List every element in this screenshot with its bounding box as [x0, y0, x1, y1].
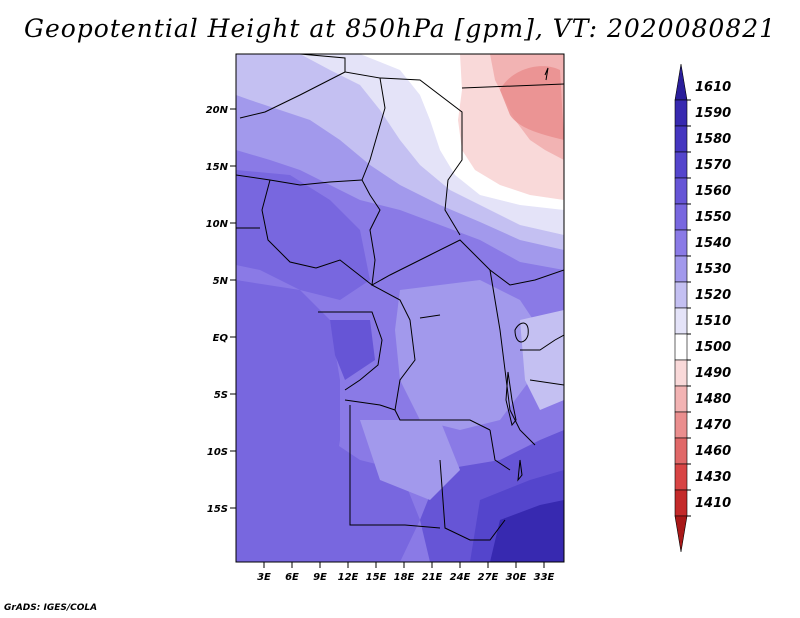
colorbar-label: 1460 — [695, 444, 731, 459]
lat-label: 10S — [207, 447, 228, 458]
lon-label: 33E — [534, 572, 555, 583]
colorbar-swatch — [674, 281, 688, 309]
lakes — [419, 67, 549, 482]
lat-axis — [230, 108, 236, 509]
lon-label: 27E — [478, 572, 499, 583]
lon-axis — [263, 562, 545, 568]
lat-label: EQ — [213, 333, 229, 344]
colorbar-swatch — [674, 359, 688, 387]
lon-label: 9E — [313, 572, 327, 583]
colorbar-swatch — [674, 333, 688, 361]
colorbar-swatch — [674, 437, 688, 465]
colorbar-label: 1490 — [695, 366, 731, 381]
colorbar-label: 1470 — [695, 418, 731, 433]
colorbar-swatch — [674, 203, 688, 231]
colorbar-swatch — [674, 411, 688, 439]
colorbar-label: 1590 — [695, 106, 731, 121]
chart-title: Geopotential Height at 850hPa [gpm], VT:… — [23, 14, 777, 43]
colorbar-swatch — [674, 255, 688, 283]
geopotential-field — [236, 54, 564, 562]
colorbar-labels: 1610 1590 1580 1570 1560 1550 1540 1530 1520 1510… — [695, 80, 731, 511]
colorbar-label: 1410 — [695, 496, 731, 511]
lon-label: 24E — [450, 572, 471, 583]
colorbar-swatch — [674, 489, 688, 517]
colorbar-swatch — [674, 151, 688, 179]
lon-label: 6E — [285, 572, 299, 583]
lat-label: 10N — [206, 219, 229, 230]
colorbar-label: 1430 — [695, 470, 731, 485]
lon-label: 12E — [338, 572, 359, 583]
colorbar — [674, 63, 691, 553]
colorbar-swatch — [674, 385, 688, 413]
colorbar-swatch — [674, 515, 688, 553]
colorbar-label: 1520 — [695, 288, 731, 303]
lon-label: 21E — [422, 572, 443, 583]
colorbar-label: 1540 — [695, 236, 731, 251]
lon-label: 18E — [394, 572, 415, 583]
grads-credit: GrADS: IGES/COLA — [4, 603, 98, 613]
colorbar-label: 1480 — [695, 392, 731, 407]
colorbar-label: 1530 — [695, 262, 731, 277]
lat-label: 20N — [206, 105, 229, 116]
colorbar-label: 1610 — [695, 80, 731, 95]
colorbar-label: 1510 — [695, 314, 731, 329]
map-frame — [235, 53, 565, 563]
colorbar-swatch — [674, 63, 688, 101]
country-borders — [236, 54, 564, 541]
colorbar-swatch — [674, 463, 688, 491]
lon-label: 15E — [366, 572, 387, 583]
colorbar-label: 1500 — [695, 340, 731, 355]
lat-label: 5S — [214, 390, 228, 401]
lon-label: 30E — [506, 572, 527, 583]
lat-label: 5N — [213, 276, 229, 287]
lon-label: 3E — [257, 572, 271, 583]
colorbar-label: 1560 — [695, 184, 731, 199]
lat-label: 15S — [207, 504, 228, 515]
colorbar-swatch — [674, 177, 688, 205]
lat-label: 15N — [206, 162, 229, 173]
colorbar-label: 1570 — [695, 158, 731, 173]
colorbar-label: 1580 — [695, 132, 731, 147]
colorbar-swatch — [674, 229, 688, 257]
colorbar-swatch — [674, 307, 688, 335]
colorbar-label: 1550 — [695, 210, 731, 225]
colorbar-swatch — [674, 99, 688, 127]
colorbar-swatch — [674, 125, 688, 153]
